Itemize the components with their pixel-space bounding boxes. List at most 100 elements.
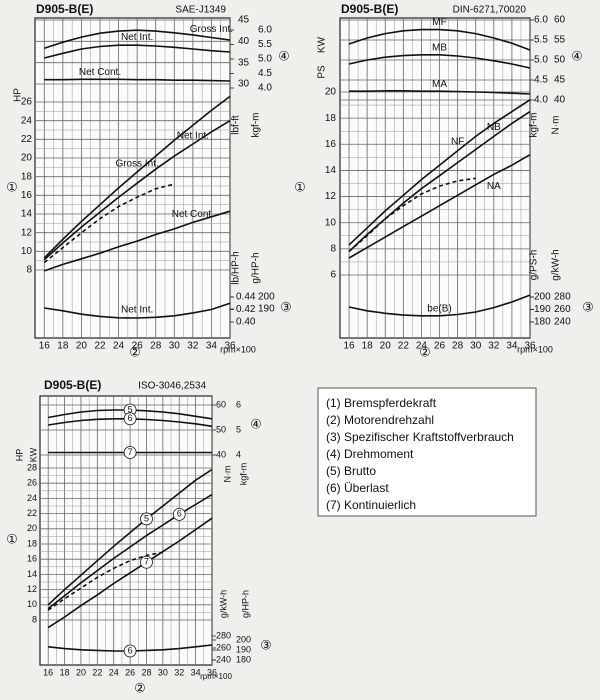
y-tick-label: 18 (21, 171, 33, 182)
series-label: 5 (144, 513, 149, 523)
y-tick-label: 24 (21, 115, 33, 126)
y-tick-label: 240 (554, 317, 571, 328)
x-axis-label: rpm×100 (200, 672, 232, 681)
x-tick-label: 28 (452, 341, 464, 352)
y-tick-label: 40 (216, 449, 226, 459)
circled-marker: ② (129, 346, 141, 361)
y-tick-label: 5 (236, 424, 241, 434)
y-tick-label: 45 (238, 15, 250, 26)
y-tick-label: 20 (325, 87, 337, 98)
y-tick-label: 50 (216, 424, 226, 434)
x-axis-label: rpm×100 (517, 344, 553, 354)
y-tick-label: 12 (21, 227, 33, 238)
y-tick-label: 4 (236, 449, 241, 459)
legend-item: (3) Spezifischer Kraftstoffverbrauch (326, 430, 514, 444)
series-label: Net Int. (177, 131, 209, 142)
x-tick-label: 22 (92, 667, 102, 677)
chart-title: D905-B(E) (36, 2, 93, 16)
x-tick-label: 26 (132, 341, 144, 352)
y-tick-label: 0.44 (236, 292, 256, 303)
data-line (47, 551, 164, 611)
y-tick-label: 16 (27, 554, 37, 564)
circled-marker: ③ (280, 301, 292, 316)
data-line (44, 210, 231, 272)
y-tick-label: 12 (325, 191, 337, 202)
legend-item: (5) Brutto (326, 464, 376, 478)
y-tick-label: 35 (238, 57, 250, 68)
x-tick-label: 20 (76, 667, 86, 677)
y-tick-label: 10 (21, 246, 33, 257)
y-tick-label: 26 (27, 478, 37, 488)
plot-area (34, 17, 231, 339)
y-tick-label: 40 (238, 36, 250, 47)
chart-subtitle: ISO-3046,2534 (138, 381, 206, 392)
x-tick-label: 32 (174, 667, 184, 677)
y-tick-label: 6.0 (258, 25, 272, 36)
y-tick-label: 60 (554, 15, 566, 26)
y-tick-label: 10 (27, 599, 37, 609)
legend-item: (4) Drehmoment (326, 447, 414, 461)
x-tick-label: 34 (206, 341, 218, 352)
y-tick-label: 6 (236, 399, 241, 409)
y-tick-label: 10 (325, 217, 337, 228)
series-label: 6 (128, 645, 133, 655)
axis-label: PS (317, 65, 328, 79)
y-tick-label: 5.5 (534, 35, 548, 46)
circled-marker: ③ (260, 639, 272, 654)
y-tick-label: 50 (554, 55, 566, 66)
label-circle (172, 507, 186, 521)
circled-marker: ③ (582, 301, 594, 316)
y-tick-label: 5.5 (258, 39, 272, 50)
x-tick-label: 32 (187, 341, 199, 352)
x-tick-label: 16 (343, 341, 355, 352)
y-tick-label: 260 (554, 304, 571, 315)
axis-label: g/PS-h (529, 250, 540, 281)
circled-marker: ④ (250, 418, 262, 433)
x-tick-label: 34 (506, 341, 518, 352)
data-line (43, 120, 231, 261)
circled-marker: ① (6, 181, 18, 196)
axis-label: KW (28, 447, 38, 462)
y-tick-label: 55 (554, 35, 566, 46)
y-tick-label: 5.0 (258, 54, 272, 65)
legend-item: (1) Bremspferdekraft (326, 396, 437, 410)
y-tick-label: 18 (325, 113, 337, 124)
axis-label: g/kW-h (551, 249, 562, 281)
series-label: Net Int. (121, 32, 153, 43)
chart-subtitle: DIN-6271,70020 (453, 5, 527, 16)
data-line (348, 154, 531, 259)
axis-label: HP (13, 88, 24, 102)
axis-label: kgf-m (251, 113, 262, 138)
y-tick-label: 8 (330, 243, 336, 254)
series-label: Net Cont. (79, 67, 121, 78)
y-tick-label: 180 (534, 317, 551, 328)
x-tick-label: 22 (398, 341, 410, 352)
axis-label: g/HP-h (240, 590, 250, 618)
y-tick-label: 0.42 (236, 304, 256, 315)
y-tick-label: 20 (21, 153, 33, 164)
y-tick-label: 30 (238, 79, 250, 90)
data-line (348, 99, 531, 246)
series-label: Gross Int. (115, 159, 158, 170)
y-tick-label: 200 (534, 292, 551, 303)
y-tick-label: 45 (554, 75, 566, 86)
x-tick-label: 16 (39, 341, 51, 352)
series-label: Net Int. (121, 305, 153, 316)
y-tick-label: 6.0 (534, 15, 548, 26)
axis-label: KW (317, 36, 328, 53)
data-line (348, 294, 531, 317)
x-axis-label: rpm×100 (220, 344, 256, 354)
axis-label: g/kW-h (218, 590, 228, 618)
y-tick-label: 240 (216, 654, 231, 664)
axis-label: HP (14, 449, 24, 462)
x-tick-label: 28 (150, 341, 162, 352)
series-label: 5 (128, 404, 133, 414)
legend-item: (2) Motorendrehzahl (326, 413, 434, 427)
legend-item: (7) Kontinuierlich (326, 498, 416, 512)
data-line (348, 110, 531, 253)
x-tick-label: 18 (362, 341, 374, 352)
axis-label: lbf-ft (231, 115, 242, 135)
circled-marker: ④ (571, 50, 583, 65)
